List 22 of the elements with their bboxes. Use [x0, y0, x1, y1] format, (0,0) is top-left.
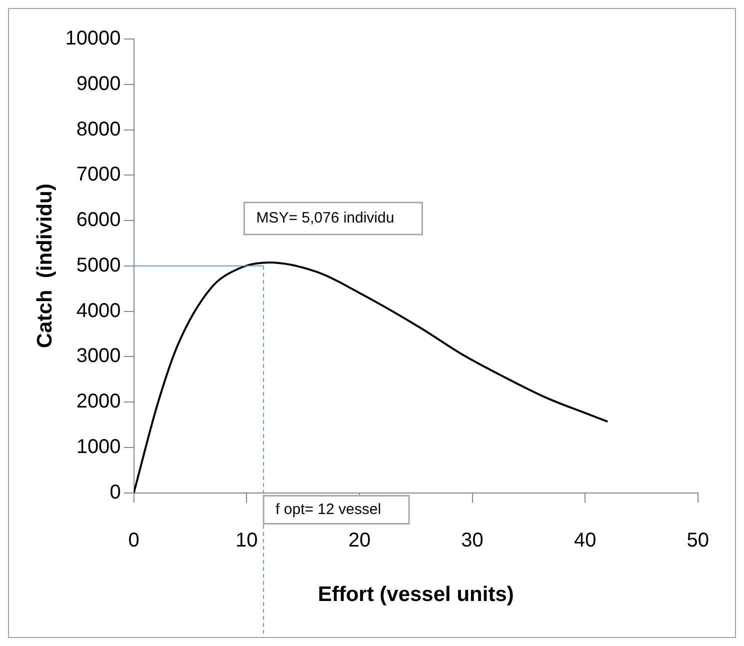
y-tick-label: 10000	[65, 28, 121, 50]
y-tick-label: 9000	[76, 72, 121, 95]
y-tick-label: 7000	[76, 164, 121, 186]
y-axis-title: Catch (individu)	[33, 184, 56, 348]
y-tick-label: 0	[110, 481, 121, 504]
y-tick-label: 5000	[76, 254, 121, 276]
y-tick-label: 4000	[76, 300, 121, 322]
x-tick-label: 10	[236, 529, 258, 552]
y-tick-label: 1000	[76, 436, 121, 458]
x-axis-title: Effort (vessel units)	[318, 583, 514, 606]
x-tick-label: 50	[686, 529, 709, 552]
annotation: MSY= 5,076 individu	[256, 210, 394, 227]
x-tick-label: 0	[128, 529, 140, 552]
line-series	[134, 261, 609, 493]
x-tick-label: 40	[574, 529, 596, 552]
x-tick-label: 30	[461, 529, 484, 552]
text: f opt= 12 vessel	[276, 500, 382, 518]
y-tick-label: 3000	[76, 345, 121, 368]
x-tick-label: 20	[348, 529, 371, 552]
y-tick-label: 6000	[76, 209, 121, 232]
y-tick-label: 8000	[76, 118, 121, 140]
y-tick-label: 2000	[76, 390, 121, 413]
